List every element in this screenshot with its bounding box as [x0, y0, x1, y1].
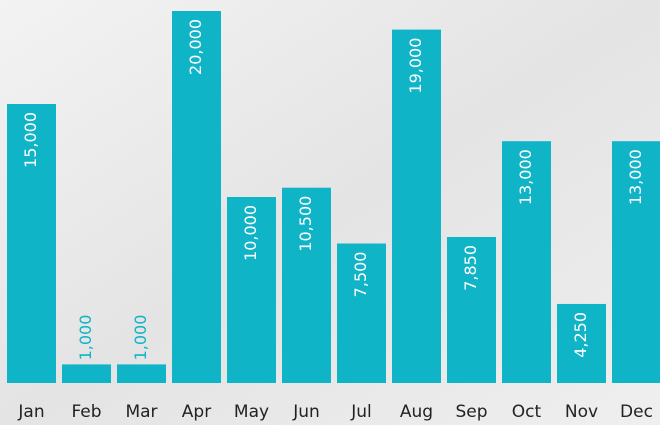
bar [117, 364, 166, 383]
value-label: 15,000 [21, 112, 40, 168]
value-label: 4,250 [571, 312, 590, 358]
x-tick-label: Dec [620, 402, 653, 422]
x-tick-label: Mar [125, 402, 157, 422]
x-tick-label: Sep [455, 402, 487, 422]
value-label: 1,000 [131, 315, 150, 361]
value-label: 19,000 [406, 38, 425, 94]
x-tick-label: Feb [71, 402, 101, 422]
x-tick-label: Jan [17, 402, 44, 422]
x-tick-label: Oct [512, 402, 542, 422]
x-tick-label: Aug [400, 402, 433, 422]
x-tick-label: Apr [182, 402, 211, 422]
x-tick-label: Jul [350, 402, 372, 422]
value-label: 7,850 [461, 245, 480, 291]
value-label: 1,000 [76, 315, 95, 361]
value-label: 10,000 [241, 205, 260, 261]
x-tick-label: Jun [292, 402, 320, 422]
value-label: 10,500 [296, 196, 315, 252]
value-label: 7,500 [351, 252, 370, 298]
chart: 15,000 Jan 1,000 Feb 1,000 Mar 20,000 Apr 10,000… [0, 0, 660, 425]
value-label: 13,000 [626, 149, 645, 205]
bar [62, 364, 111, 383]
value-label: 20,000 [186, 19, 205, 75]
x-tick-label: May [234, 402, 269, 422]
value-label: 13,000 [516, 149, 535, 205]
x-tick-label: Nov [565, 402, 598, 422]
